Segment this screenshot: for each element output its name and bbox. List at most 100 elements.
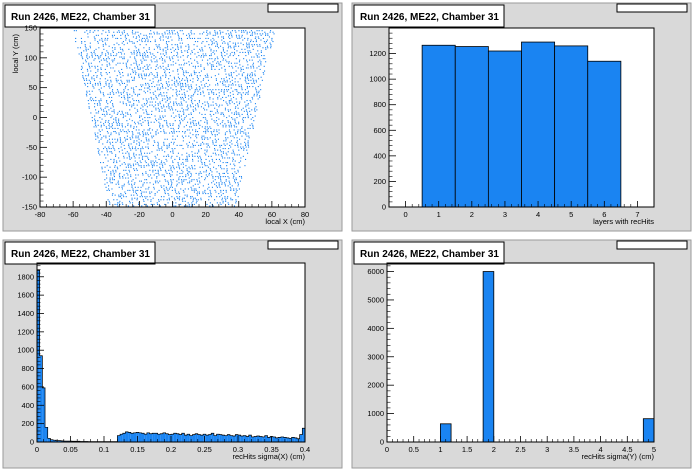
- scatter-point: [194, 168, 196, 170]
- scatter-point: [116, 166, 118, 168]
- scatter-point: [194, 100, 196, 102]
- scatter-point: [135, 154, 137, 156]
- stats-box: [616, 240, 688, 250]
- scatter-point: [197, 78, 199, 80]
- scatter-point: [252, 117, 254, 119]
- scatter-point: [172, 151, 174, 153]
- scatter-point: [247, 39, 249, 41]
- scatter-point: [91, 65, 93, 67]
- scatter-point: [172, 138, 174, 140]
- scatter-point: [140, 140, 142, 142]
- scatter-point: [166, 68, 168, 70]
- scatter-point: [246, 33, 248, 35]
- scatter-point: [127, 205, 129, 207]
- scatter-point: [82, 62, 84, 64]
- scatter-point: [254, 109, 256, 111]
- scatter-point: [164, 59, 166, 61]
- scatter-point: [258, 30, 260, 32]
- histogram-bar: [521, 41, 556, 208]
- scatter-point: [176, 131, 178, 133]
- scatter-point: [177, 53, 179, 55]
- scatter-point: [200, 197, 202, 199]
- scatter-point: [218, 158, 220, 160]
- scatter-point: [179, 196, 181, 198]
- scatter-point: [151, 82, 153, 84]
- scatter-point: [238, 162, 240, 164]
- scatter-point: [137, 95, 139, 97]
- scatter-point: [160, 196, 162, 198]
- scatter-point: [152, 92, 154, 94]
- scatter-point: [258, 90, 260, 92]
- scatter-point: [148, 165, 150, 167]
- scatter-point: [180, 203, 182, 205]
- scatter-point: [241, 113, 243, 115]
- scatter-point: [209, 191, 211, 193]
- scatter-point: [249, 59, 251, 61]
- scatter-point: [129, 101, 131, 103]
- histogram-bar: [487, 50, 522, 208]
- scatter-point: [227, 104, 229, 106]
- scatter-point: [191, 189, 193, 191]
- scatter-point: [93, 75, 95, 77]
- scatter-point: [193, 203, 195, 205]
- scatter-point: [154, 193, 156, 195]
- scatter-point: [235, 199, 237, 201]
- scatter-point: [182, 86, 184, 88]
- scatter-point: [91, 120, 93, 122]
- scatter-point: [135, 86, 137, 88]
- scatter-point: [162, 84, 164, 86]
- scatter-point: [181, 30, 183, 32]
- y-tick-label: 2000: [367, 381, 384, 390]
- scatter-point: [178, 78, 180, 80]
- scatter-point: [250, 34, 252, 36]
- scatter-point: [111, 47, 113, 49]
- scatter-point: [228, 75, 230, 77]
- scatter-point: [94, 118, 96, 120]
- scatter-point: [199, 48, 201, 50]
- scatter-point: [138, 138, 140, 140]
- scatter-point: [179, 42, 181, 44]
- histogram-bin: [251, 436, 255, 442]
- scatter-point: [267, 34, 269, 36]
- scatter-point: [156, 165, 158, 167]
- scatter-point: [134, 45, 136, 47]
- scatter-point: [225, 162, 227, 164]
- scatter-point: [218, 154, 220, 156]
- scatter-point: [163, 185, 165, 187]
- scatter-point: [143, 129, 145, 131]
- scatter-point: [123, 155, 125, 157]
- scatter-point: [151, 56, 153, 58]
- histogram-bin: [197, 434, 201, 442]
- scatter-point: [122, 113, 124, 115]
- scatter-point: [178, 103, 180, 105]
- scatter-point: [126, 93, 128, 95]
- scatter-point: [97, 112, 99, 114]
- plot-area: [386, 262, 655, 443]
- scatter-point: [102, 41, 104, 43]
- scatter-point: [207, 86, 209, 88]
- scatter-point: [216, 182, 218, 184]
- scatter-point: [187, 107, 189, 109]
- scatter-point: [218, 73, 220, 75]
- scatter-point: [172, 64, 174, 66]
- scatter-point: [106, 50, 108, 52]
- scatter-point: [165, 81, 167, 83]
- scatter-point: [210, 194, 212, 196]
- scatter-point: [165, 158, 167, 160]
- scatter-point: [131, 186, 133, 188]
- scatter-point: [166, 96, 168, 98]
- scatter-point: [121, 197, 123, 199]
- scatter-point: [187, 81, 189, 83]
- scatter-point: [221, 78, 223, 80]
- scatter-point: [226, 61, 228, 63]
- scatter-point: [156, 149, 158, 151]
- scatter-point: [88, 62, 90, 64]
- scatter-point: [177, 59, 179, 61]
- scatter-point: [125, 62, 127, 64]
- scatter-point: [223, 182, 225, 184]
- scatter-point: [191, 166, 193, 168]
- scatter-point: [117, 168, 119, 170]
- scatter-point: [92, 98, 94, 100]
- scatter-point: [145, 188, 147, 190]
- scatter-point: [140, 186, 142, 188]
